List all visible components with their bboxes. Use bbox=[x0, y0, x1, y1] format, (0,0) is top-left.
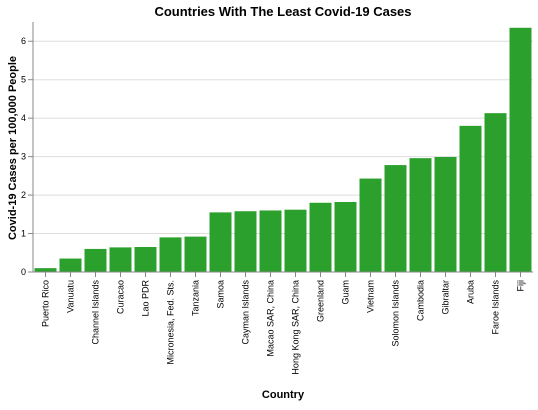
bar bbox=[34, 268, 57, 272]
bar bbox=[209, 212, 232, 272]
x-tick-label: Guam bbox=[341, 280, 351, 305]
x-tick-label: Macao SAR, China bbox=[266, 280, 276, 357]
bar bbox=[459, 125, 482, 272]
x-tick-label: Cayman Islands bbox=[241, 280, 251, 345]
x-tick-label: Hong Kong SAR, China bbox=[291, 280, 301, 375]
y-tick-label: 5 bbox=[21, 75, 26, 85]
y-tick-label: 0 bbox=[21, 267, 26, 277]
bar bbox=[484, 113, 507, 273]
x-tick-label: Cambodia bbox=[416, 280, 426, 321]
x-tick-label: Channel Islands bbox=[91, 280, 101, 345]
x-tick-label: Aruba bbox=[466, 280, 476, 304]
bar bbox=[409, 158, 432, 272]
bar bbox=[84, 248, 107, 272]
bar bbox=[284, 209, 307, 272]
bars bbox=[34, 27, 532, 273]
y-tick-label: 4 bbox=[21, 113, 26, 123]
x-tick-label: Puerto Rico bbox=[41, 280, 51, 327]
bar bbox=[334, 202, 357, 272]
bar bbox=[184, 236, 207, 272]
x-axis-title: Country bbox=[262, 389, 305, 401]
y-tick-label: 6 bbox=[21, 36, 26, 46]
x-tick-label: Solomon Islands bbox=[391, 280, 401, 347]
x-tick-label: Fiji bbox=[516, 280, 526, 292]
y-tick-label: 3 bbox=[21, 152, 26, 162]
bar bbox=[309, 202, 332, 272]
chart-title: Countries With The Least Covid-19 Cases bbox=[154, 4, 411, 19]
x-tick-label: Micronesia, Fed. Sts. bbox=[166, 280, 176, 365]
bar bbox=[259, 210, 282, 272]
axes: 0 1 2 3 4 5 6 Puerto Rico Vanuatu Channel Islands… bbox=[21, 22, 533, 375]
bar bbox=[134, 247, 157, 272]
y-tick-label: 1 bbox=[21, 229, 26, 239]
x-tick-label: Samoa bbox=[216, 280, 226, 309]
bar bbox=[359, 178, 382, 272]
gridlines bbox=[33, 40, 533, 273]
x-tick-label: Faroe Islands bbox=[491, 280, 501, 335]
bar bbox=[109, 247, 132, 272]
bar bbox=[234, 211, 257, 272]
x-tick-label: Greenland bbox=[316, 280, 326, 322]
x-tick-label: Tanzania bbox=[191, 280, 201, 316]
bar bbox=[159, 237, 182, 272]
x-tick-label: Curacao bbox=[116, 280, 126, 314]
x-tick-label: Gibraltar bbox=[441, 280, 451, 315]
y-tick-label: 2 bbox=[21, 190, 26, 200]
x-tick-label: Vietnam bbox=[366, 280, 376, 313]
y-axis-title: Covid-19 Cases per 100,000 People bbox=[7, 56, 19, 240]
bar bbox=[509, 27, 532, 273]
bar bbox=[384, 165, 407, 272]
bar bbox=[59, 258, 82, 272]
x-tick-label: Lao PDR bbox=[141, 280, 151, 317]
x-tick-label: Vanuatu bbox=[66, 280, 76, 313]
bar bbox=[434, 157, 457, 272]
